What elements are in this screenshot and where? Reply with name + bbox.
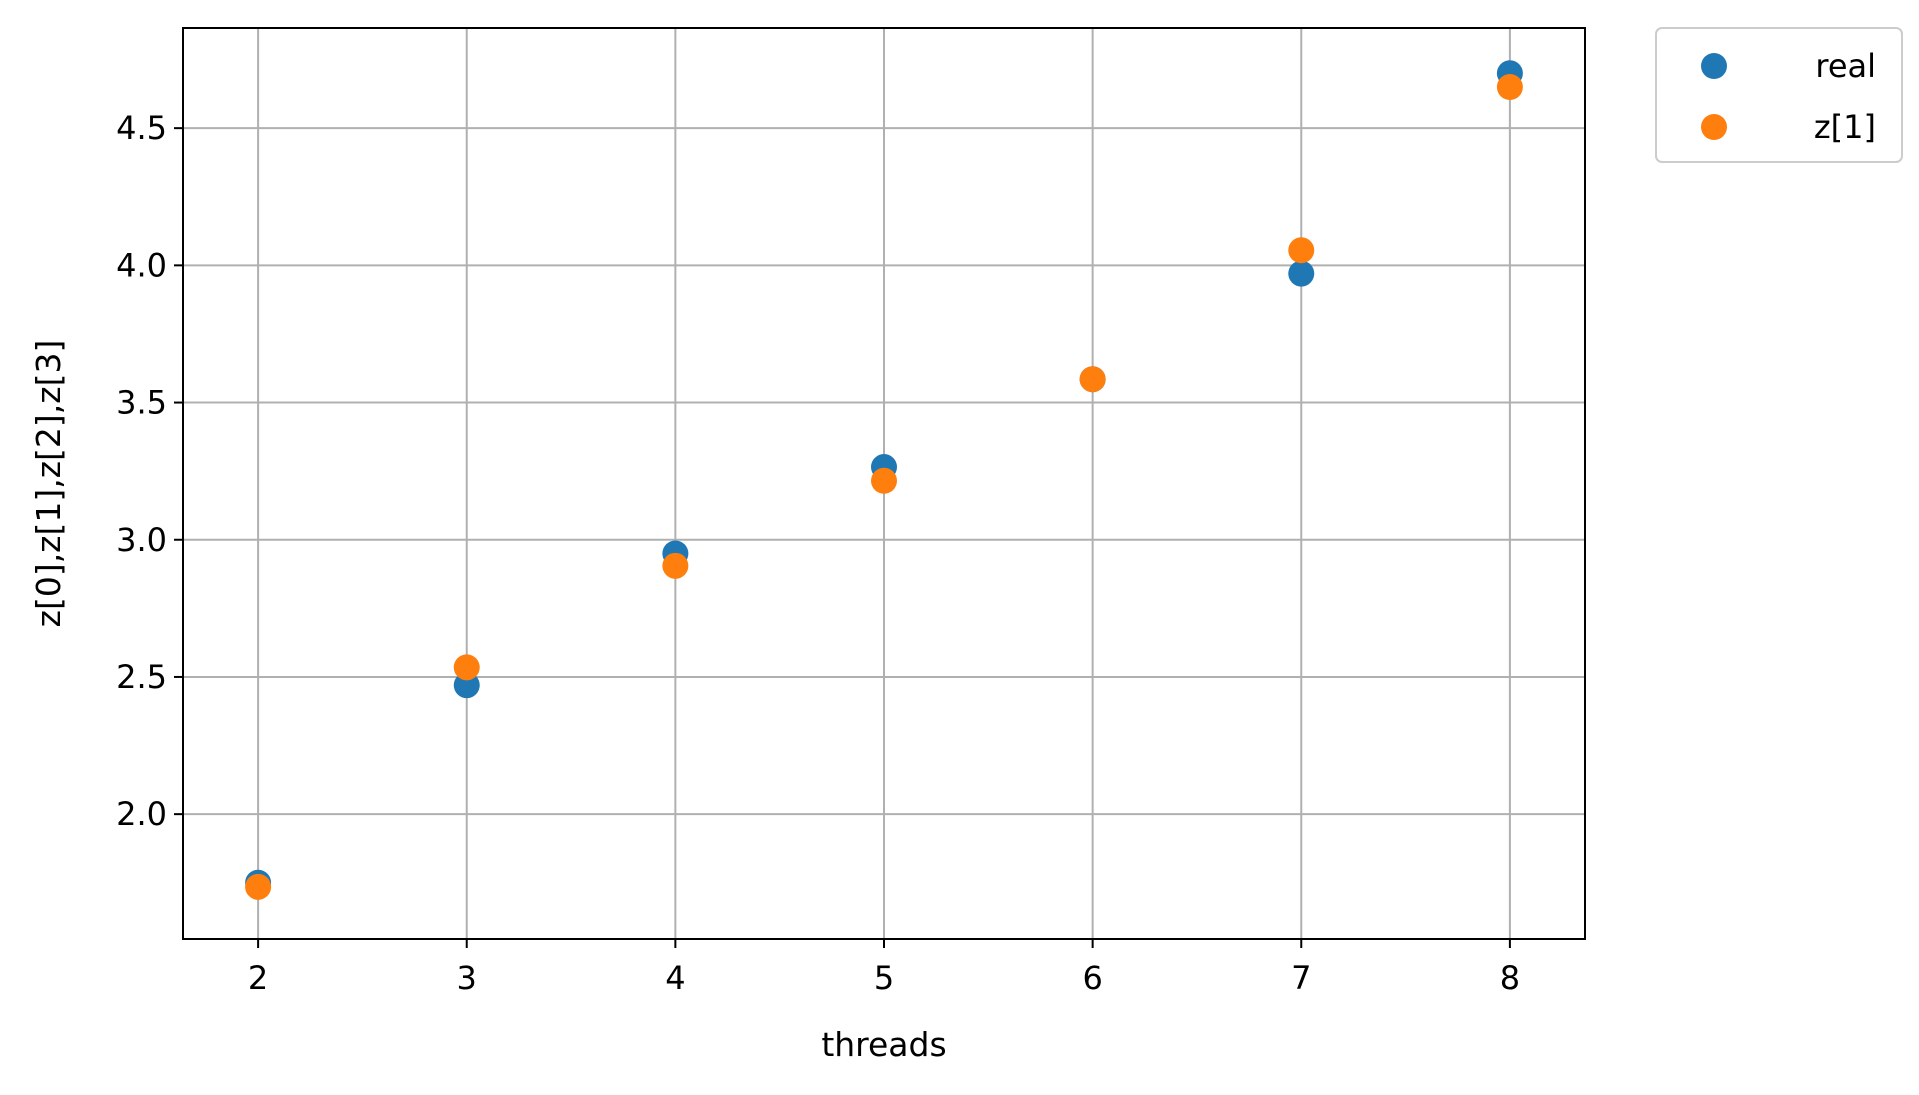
- data-points: [245, 60, 1523, 900]
- x-tick-label: 3: [457, 959, 477, 997]
- data-point: [1496, 73, 1523, 100]
- legend-marker: [1701, 114, 1727, 140]
- data-point: [453, 672, 480, 699]
- axis-ticks: 2 3 4 5 6 7 8 2.0 2.5 3.0 3.5 4.0 4.5: [116, 109, 1520, 997]
- y-tick-label: 4.5: [116, 109, 167, 147]
- x-tick-label: 4: [665, 959, 685, 997]
- y-axis-label: z[0],z[1],z[2],z[3]: [29, 340, 68, 628]
- legend-label: real: [1815, 47, 1876, 85]
- data-point: [871, 467, 897, 494]
- x-tick-label: 6: [1082, 959, 1102, 997]
- x-tick-label: 7: [1291, 959, 1311, 997]
- y-tick-label: 2.0: [116, 795, 167, 833]
- legend-label: z[1]: [1814, 108, 1876, 146]
- x-tick-label: 8: [1500, 959, 1520, 997]
- grid-lines: [183, 28, 1585, 939]
- x-tick-label: 5: [874, 959, 894, 997]
- y-tick-label: 3.0: [116, 521, 167, 559]
- y-tick-label: 3.5: [116, 384, 167, 422]
- data-point: [453, 654, 480, 681]
- data-point: [662, 552, 689, 579]
- y-tick-label: 2.5: [116, 658, 167, 696]
- x-tick-label: 2: [248, 959, 268, 997]
- legend-marker: [1701, 53, 1727, 79]
- data-point: [1288, 260, 1315, 287]
- legend: real z[1]: [1655, 27, 1903, 163]
- data-point: [245, 873, 272, 900]
- x-axis-label: threads: [821, 1025, 946, 1064]
- y-tick-label: 4.0: [116, 246, 167, 284]
- series-1-points: [245, 73, 1523, 900]
- data-point: [1079, 366, 1106, 393]
- data-point: [1288, 237, 1315, 264]
